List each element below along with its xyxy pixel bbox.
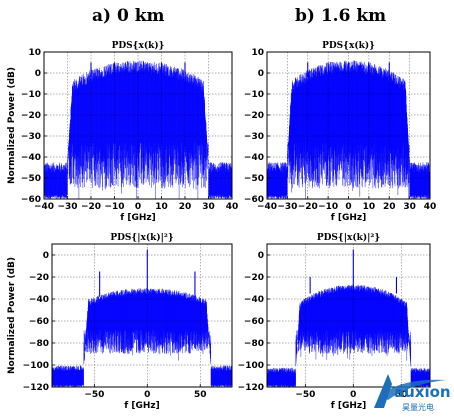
watermark-sub: 昊量光电 xyxy=(402,402,434,412)
plot-title: PDS{x(k)} xyxy=(112,40,165,51)
y-tick-label: −60 xyxy=(29,317,49,327)
x-tick-label: 0 xyxy=(345,202,351,212)
x-axis-label: f [GHz] xyxy=(120,213,155,223)
y-tick-label: −20 xyxy=(244,111,264,121)
y-tick-label: 10 xyxy=(28,48,41,58)
y-axis-label: Normalized Power (dB) xyxy=(7,67,17,184)
y-tick-label: −30 xyxy=(21,132,41,142)
x-tick-label: −10 xyxy=(318,202,338,212)
plot-title: PDS{x(k)} xyxy=(322,40,375,51)
x-tick-label: 30 xyxy=(202,202,215,212)
y-tick-label: −30 xyxy=(244,132,264,142)
chart-panel-2: −40 −30 −20 −10 0 10 20 30 40100−10−20−30−40−50−… xyxy=(244,40,436,223)
y-tick-label: −60 xyxy=(21,195,41,205)
x-axis-label: f [GHz] xyxy=(124,401,159,411)
chart-panel-1: −40 −30 −20 −10 0 10 20 30 40100−10−20−30−40−50−… xyxy=(7,40,238,223)
y-tick-label: −120 xyxy=(238,383,264,393)
y-tick-label: −40 xyxy=(244,153,264,163)
x-tick-label: 10 xyxy=(155,202,168,212)
y-tick-label: −20 xyxy=(244,273,264,283)
y-tick-label: −10 xyxy=(21,90,41,100)
y-tick-label: −100 xyxy=(23,361,49,371)
x-tick-label: 50 xyxy=(395,390,408,400)
x-tick-label: 0 xyxy=(350,390,356,400)
x-tick-label: 20 xyxy=(383,202,396,212)
x-tick-label: −20 xyxy=(298,202,318,212)
x-tick-label: −20 xyxy=(81,202,101,212)
y-tick-label: 0 xyxy=(258,69,264,79)
y-axis-label: Normalized Power (dB) xyxy=(7,257,17,374)
y-tick-label: −40 xyxy=(21,153,41,163)
plot-title: PDS{|x(k)|²} xyxy=(317,232,380,243)
y-tick-label: −20 xyxy=(29,273,49,283)
chart-panel-3: −50 0 50 0 −20 −40 −60 −80 −100 −120 PDS{|x(k)|²} f… xyxy=(7,232,233,411)
y-tick-label: −80 xyxy=(29,339,49,349)
plot-frame xyxy=(266,243,431,388)
y-tick-label: −50 xyxy=(244,174,264,184)
y-tick-label: −40 xyxy=(29,295,49,305)
x-tick-label: −30 xyxy=(277,202,297,212)
x-tick-label: −40 xyxy=(34,202,54,212)
panel-a-header: a) 0 km xyxy=(92,6,165,26)
y-tick-label: 0 xyxy=(35,69,41,79)
x-tick-label: 0 xyxy=(144,390,150,400)
x-tick-label: 20 xyxy=(179,202,192,212)
x-tick-label: 0 xyxy=(135,202,141,212)
x-tick-label: 40 xyxy=(226,202,239,212)
x-tick-label: −10 xyxy=(104,202,124,212)
x-axis-label: f [GHz] xyxy=(331,401,366,411)
y-tick-label: −60 xyxy=(244,317,264,327)
x-tick-label: 30 xyxy=(403,202,416,212)
logo-swoosh-icon xyxy=(380,379,446,400)
y-tick-label: −40 xyxy=(244,295,264,305)
watermark-brand: auxion xyxy=(394,383,451,401)
y-tick-label: −10 xyxy=(244,90,264,100)
chart-panel-4: −50 0 50 0 −20 −40 −60 −80 −100 −120 PDS{|x(k)|²} f… xyxy=(238,232,431,411)
x-tick-label: −50 xyxy=(295,390,315,400)
plot-frame xyxy=(51,243,233,388)
x-tick-label: 10 xyxy=(363,202,376,212)
logo-mark-icon xyxy=(374,374,392,408)
x-tick-label: −40 xyxy=(257,202,277,212)
y-tick-label: 0 xyxy=(258,251,264,261)
y-tick-label: −20 xyxy=(21,111,41,121)
y-tick-label: −100 xyxy=(238,361,264,371)
y-tick-label: −120 xyxy=(23,383,49,393)
x-tick-label: −50 xyxy=(84,390,104,400)
y-tick-label: −60 xyxy=(244,195,264,205)
x-tick-label: −30 xyxy=(57,202,77,212)
y-tick-label: −50 xyxy=(21,174,41,184)
plot-title: PDS{|x(k)|²} xyxy=(110,232,173,243)
panel-b-header: b) 1.6 km xyxy=(295,6,387,26)
y-tick-label: 0 xyxy=(43,251,49,261)
y-tick-label: 10 xyxy=(251,48,264,58)
y-tick-label: −80 xyxy=(244,339,264,349)
x-tick-label: 40 xyxy=(424,202,437,212)
x-tick-label: 50 xyxy=(194,390,207,400)
x-axis-label: f [GHz] xyxy=(331,213,366,223)
